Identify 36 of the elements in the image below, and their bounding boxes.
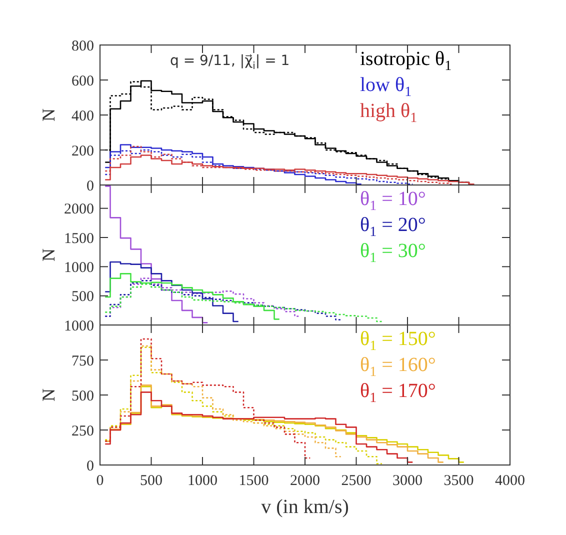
x-tick-label: 4000 bbox=[495, 473, 525, 489]
text: θ$_{1}$ = 20° bbox=[360, 214, 426, 240]
y-tick-label: 1500 bbox=[64, 230, 94, 247]
y-tick-label: 200 bbox=[72, 143, 94, 160]
x-axis-title: v (in km/s) bbox=[261, 496, 349, 518]
text: θ$_{1}$ = 30° bbox=[360, 240, 426, 266]
y-tick-label: 2000 bbox=[64, 202, 94, 218]
y-axis-title: N bbox=[38, 108, 58, 122]
text: isotropic θ$_{1}$ bbox=[360, 48, 452, 74]
y-tick-label: 1000 bbox=[64, 260, 94, 276]
x-tick-label: 2000 bbox=[290, 473, 320, 489]
y-tick-label: 600 bbox=[72, 73, 94, 90]
y-tick-label: 500 bbox=[72, 388, 94, 404]
y-tick-label: 500 bbox=[72, 289, 94, 306]
text: θ$_{1}$ = 160° bbox=[360, 354, 436, 380]
text: high θ$_{1}$ bbox=[360, 100, 418, 126]
x-tick-label: 500 bbox=[140, 473, 162, 489]
x-tick-label: 3000 bbox=[392, 473, 422, 489]
y-tick-label: 0 bbox=[86, 178, 94, 194]
series-label: θ$_{1}$ = 170° bbox=[360, 380, 436, 406]
y-tick-label: 0 bbox=[86, 458, 94, 474]
y-axis-title: N bbox=[38, 248, 58, 262]
y-tick-label: 1000 bbox=[64, 318, 94, 334]
x-tick-label: 1500 bbox=[238, 473, 269, 489]
x-tick-label: 3500 bbox=[444, 473, 474, 489]
y-tick-label: 750 bbox=[72, 353, 94, 370]
y-axis-title: N bbox=[38, 388, 58, 402]
y-tick-label: 400 bbox=[72, 108, 94, 124]
text: θ$_{1}$ = 10° bbox=[360, 188, 426, 214]
x-tick-label: 1000 bbox=[188, 473, 218, 489]
y-tick-label: 250 bbox=[72, 423, 94, 440]
x-tick-label: 2500 bbox=[341, 473, 372, 489]
text: low θ$_{1}$ bbox=[360, 74, 412, 100]
annotation: q = 9/11, |χ⃗$_{i}$| = 1 bbox=[170, 53, 290, 72]
text: θ$_{1}$ = 150° bbox=[360, 328, 436, 354]
y-tick-label: 800 bbox=[72, 38, 94, 54]
